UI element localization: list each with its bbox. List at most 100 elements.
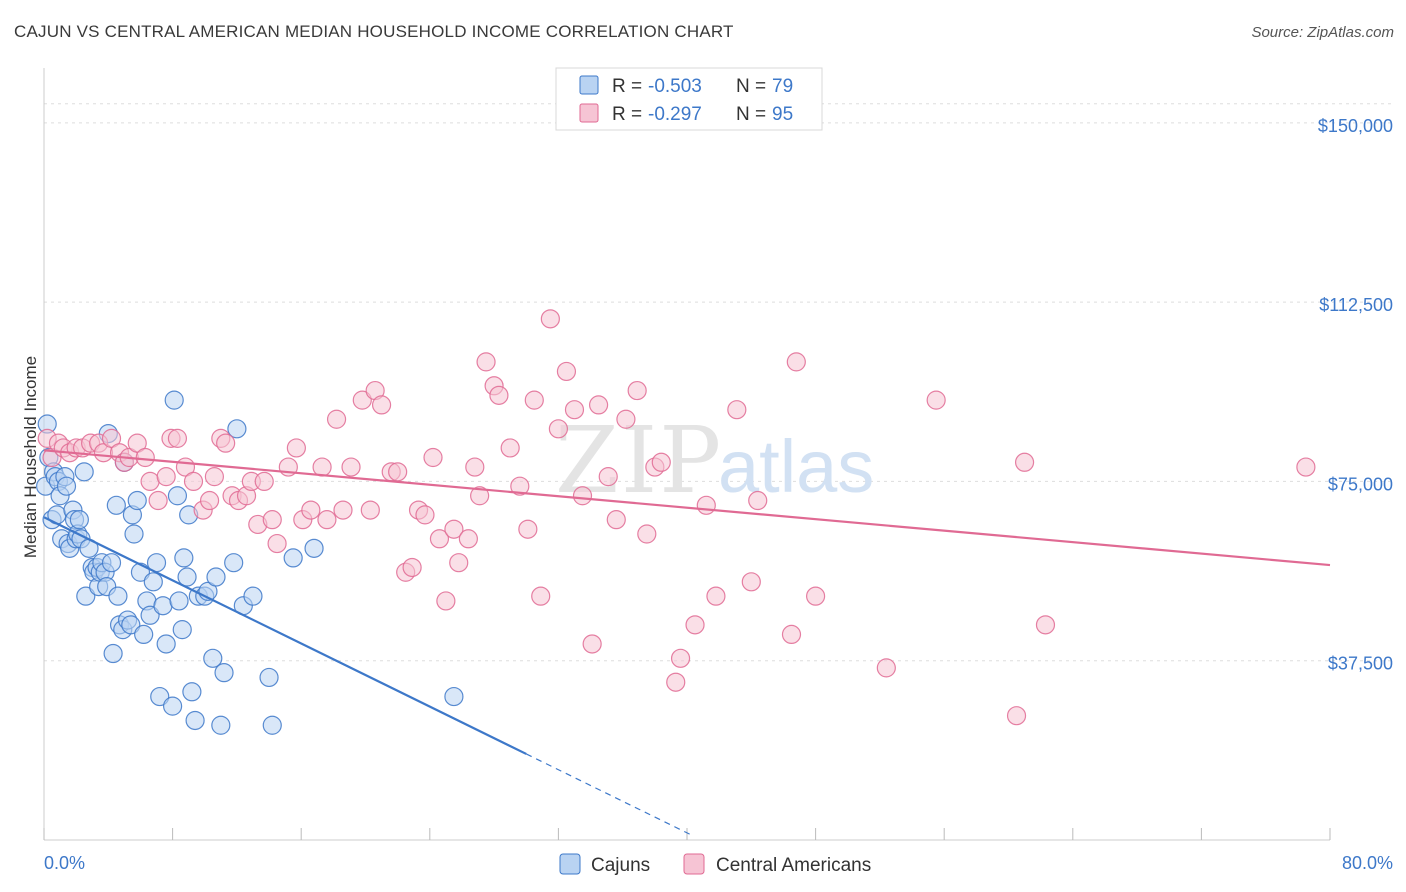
central-american-point xyxy=(183,471,204,492)
central-american-point xyxy=(748,490,768,511)
cajun-point xyxy=(163,696,183,716)
cajun-point xyxy=(124,524,144,544)
legend-cajun-n-label: N = xyxy=(736,76,766,97)
bottom-legend-swatch-central xyxy=(683,853,705,875)
cajun-point xyxy=(143,572,163,592)
legend-cajun-n-value: 79 xyxy=(772,76,793,97)
cajun-point xyxy=(150,686,170,707)
cajun-point xyxy=(444,686,464,707)
central-american-point xyxy=(371,395,392,415)
central-american-point xyxy=(262,510,282,530)
cajun-point xyxy=(262,715,282,735)
cajun-point xyxy=(167,486,188,506)
central-american-point xyxy=(216,433,236,453)
central-american-point xyxy=(876,658,896,678)
x-tick-label-max: 80.0% xyxy=(1342,853,1393,873)
central-american-point xyxy=(167,428,188,448)
central-american-point xyxy=(360,500,380,520)
central-american-point xyxy=(436,591,456,611)
cajun-point xyxy=(127,490,147,511)
cajun-point xyxy=(174,548,194,568)
chart-title: CAJUN VS CENTRAL AMERICAN MEDIAN HOUSEHO… xyxy=(14,22,734,41)
y-axis-label: Median Household Income xyxy=(21,356,40,558)
cajun-point xyxy=(169,591,189,611)
central-american-point xyxy=(606,510,626,530)
cajun-point xyxy=(56,476,77,496)
central-american-point xyxy=(286,438,306,458)
central-american-point xyxy=(548,419,569,439)
central-american-point xyxy=(465,457,485,477)
central-american-point xyxy=(156,467,176,487)
cajun-point xyxy=(172,620,192,640)
central-american-point xyxy=(727,400,747,420)
central-american-point xyxy=(470,486,490,506)
legend-swatch-cajun xyxy=(579,75,599,95)
central-american-point xyxy=(706,586,726,606)
trend-layer xyxy=(43,449,1331,835)
cajun-point xyxy=(108,586,128,606)
cajun-point xyxy=(76,586,96,606)
central-american-point xyxy=(1035,615,1056,635)
axis-layer: 0.0% 80.0% xyxy=(43,68,1393,873)
cajun-point xyxy=(101,553,122,573)
y-tick-label: $75,000 xyxy=(1328,474,1393,494)
legend-cajun-r-value: -0.503 xyxy=(648,76,702,97)
central-american-point xyxy=(127,433,147,453)
central-american-point xyxy=(510,476,530,496)
central-american-point xyxy=(199,490,220,511)
cajun-point xyxy=(156,634,176,654)
central-american-point xyxy=(540,309,560,329)
central-american-point xyxy=(301,500,321,520)
central-american-point xyxy=(140,471,160,492)
central-american-point xyxy=(786,352,806,372)
central-american-point xyxy=(1296,457,1316,477)
central-american-point xyxy=(444,519,464,539)
central-american-point xyxy=(148,490,168,511)
central-american-point xyxy=(588,395,609,415)
central-american-point xyxy=(101,428,122,448)
cajun-trendline-extension xyxy=(525,753,691,835)
central-american-point xyxy=(458,529,478,549)
central-american-point xyxy=(582,634,602,654)
central-american-point xyxy=(204,467,224,487)
bottom-legend-cajuns: Cajuns xyxy=(591,855,650,876)
cajun-point xyxy=(243,586,263,606)
central-american-point xyxy=(402,557,422,578)
y-tick-label: $112,500 xyxy=(1319,295,1393,315)
central-american-point xyxy=(518,519,538,539)
cajun-trendline xyxy=(43,516,527,755)
central-american-point xyxy=(524,390,544,410)
central-american-point xyxy=(388,462,408,482)
cajun-point xyxy=(140,605,160,625)
cajun-point xyxy=(227,419,247,439)
central-american-point xyxy=(429,529,450,549)
cajun-point xyxy=(214,663,234,683)
cajun-point xyxy=(106,495,126,515)
central-american-point xyxy=(326,409,347,429)
cajun-point xyxy=(185,710,205,731)
central-american-point xyxy=(741,572,761,592)
central-american-point xyxy=(341,457,361,477)
bottom-legend-swatch-cajuns xyxy=(559,853,581,875)
cajun-point xyxy=(283,548,303,568)
central-american-point xyxy=(489,385,509,405)
central-american-point xyxy=(556,361,577,382)
central-american-point xyxy=(476,352,496,372)
central-american-point xyxy=(666,672,686,692)
legend-central-n-label: N = xyxy=(736,104,766,125)
legend-central-n-value: 95 xyxy=(772,104,793,125)
cajun-point xyxy=(177,567,197,587)
central-american-point xyxy=(333,500,353,520)
central-american-point xyxy=(1014,452,1035,472)
central-american-point xyxy=(670,648,691,668)
cajun-point xyxy=(182,682,202,702)
bottom-legend-central: Central Americans xyxy=(716,855,871,876)
cajun-point xyxy=(164,390,184,410)
source-label: Source: ZipAtlas.com xyxy=(1251,24,1394,41)
cajun-point xyxy=(69,510,89,530)
central-american-trendline xyxy=(43,449,1331,567)
cajun-point xyxy=(206,567,226,587)
central-american-point xyxy=(564,400,585,420)
points-layer xyxy=(36,309,1316,735)
